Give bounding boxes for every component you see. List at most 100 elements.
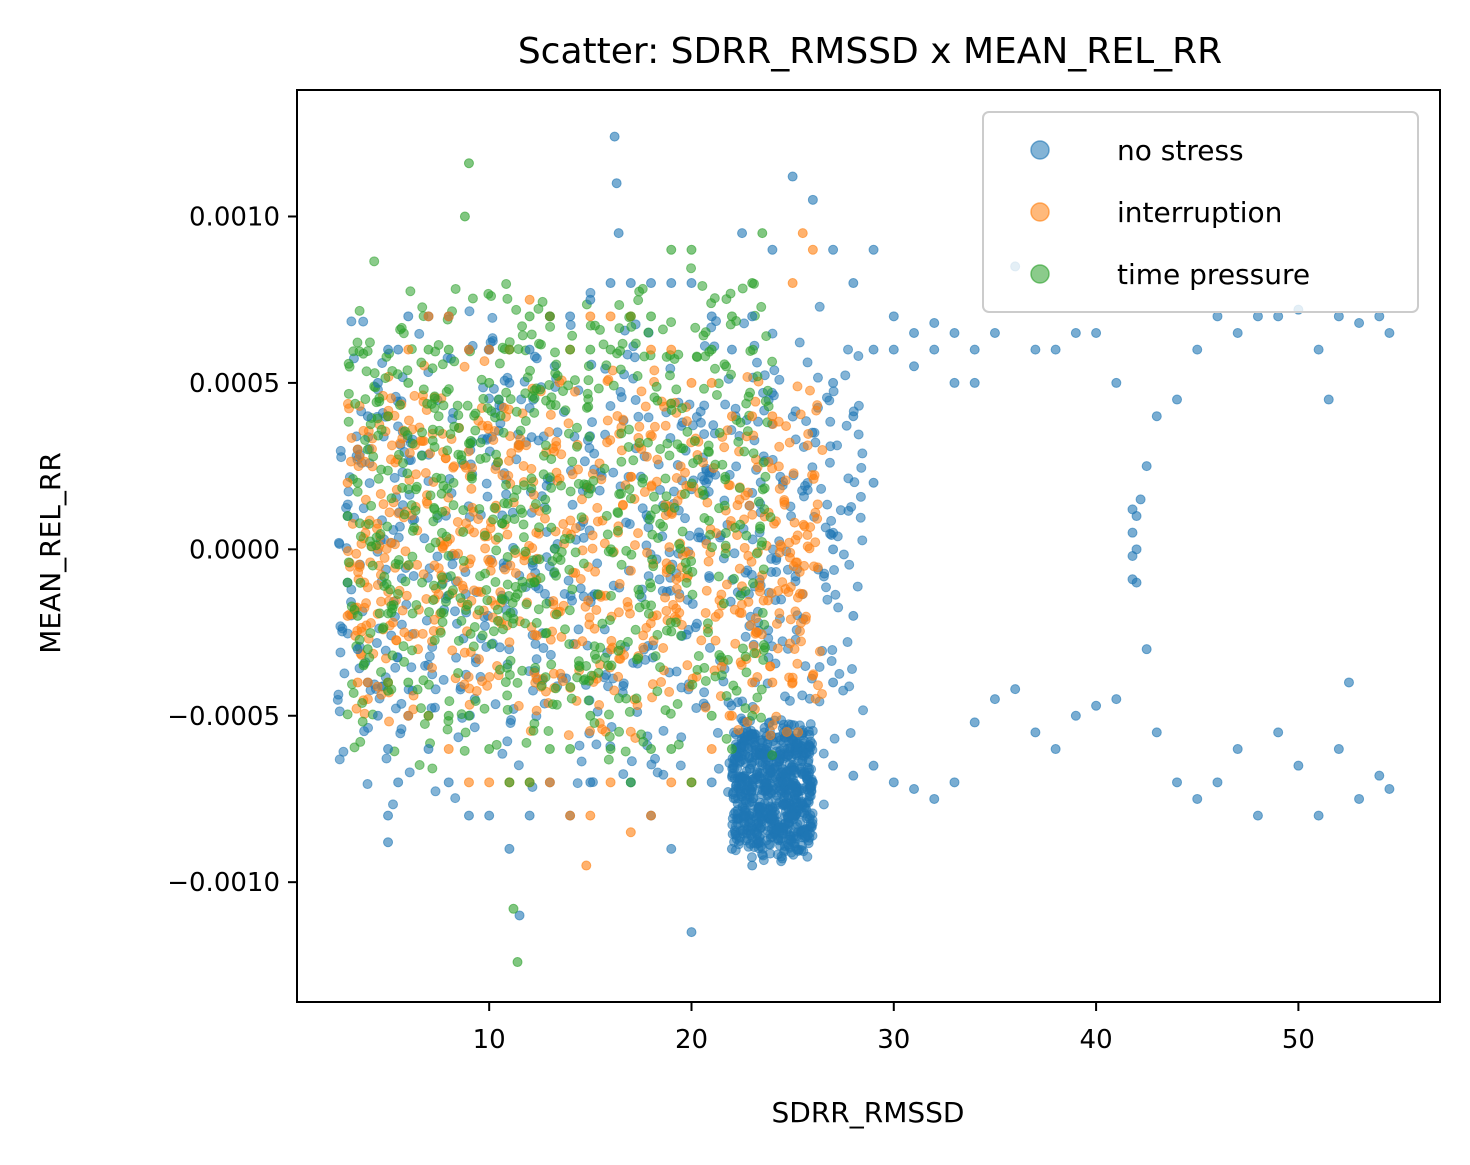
dense-point bbox=[623, 601, 634, 612]
dense-point bbox=[758, 855, 769, 866]
dense-point bbox=[646, 759, 657, 770]
dense-point bbox=[705, 529, 716, 540]
dense-point bbox=[758, 654, 769, 665]
data-point bbox=[1091, 327, 1102, 338]
data-point bbox=[423, 744, 434, 755]
dense-point bbox=[391, 635, 402, 646]
dense-point bbox=[416, 703, 427, 714]
dense-point bbox=[618, 414, 629, 425]
data-point bbox=[929, 317, 940, 328]
dense-point bbox=[576, 756, 587, 767]
dense-point bbox=[575, 574, 586, 585]
dense-point bbox=[571, 441, 582, 452]
data-point bbox=[807, 670, 818, 681]
dense-point bbox=[384, 716, 395, 727]
data-point bbox=[666, 344, 677, 355]
dense-point bbox=[481, 478, 492, 489]
dense-point bbox=[608, 467, 619, 478]
dense-point bbox=[449, 356, 460, 367]
dense-point bbox=[583, 695, 594, 706]
data-point bbox=[524, 294, 535, 305]
dense-point bbox=[853, 351, 864, 362]
dense-point bbox=[826, 515, 837, 526]
dense-point bbox=[353, 461, 364, 472]
dense-point bbox=[534, 522, 545, 533]
data-point bbox=[403, 311, 414, 322]
dense-point bbox=[816, 483, 827, 494]
dense-point bbox=[519, 480, 530, 491]
dense-point bbox=[594, 699, 605, 710]
dense-point bbox=[373, 473, 384, 484]
dense-point bbox=[641, 451, 652, 462]
dense-point bbox=[539, 588, 550, 599]
dense-point bbox=[665, 564, 676, 575]
dense-point bbox=[429, 502, 440, 513]
data-point bbox=[372, 377, 383, 388]
data-point bbox=[787, 677, 798, 688]
dense-point bbox=[786, 780, 797, 791]
dense-point bbox=[788, 468, 799, 479]
dense-point bbox=[540, 672, 551, 683]
data-point bbox=[605, 311, 616, 322]
dense-point bbox=[658, 642, 669, 653]
dense-point bbox=[749, 648, 760, 659]
dense-point bbox=[491, 739, 502, 750]
dense-point bbox=[734, 563, 745, 574]
dense-point bbox=[603, 709, 614, 720]
dense-point bbox=[593, 383, 604, 394]
dense-point bbox=[796, 844, 807, 855]
dense-point bbox=[758, 640, 769, 651]
dense-point bbox=[733, 436, 744, 447]
dense-point bbox=[471, 686, 482, 697]
dense-point bbox=[570, 523, 581, 534]
dense-point bbox=[585, 726, 596, 737]
dense-point bbox=[591, 739, 602, 750]
dense-point bbox=[551, 359, 562, 370]
dense-point bbox=[354, 305, 365, 316]
dense-point bbox=[360, 435, 371, 446]
dense-point bbox=[602, 415, 613, 426]
dense-point bbox=[649, 392, 660, 403]
dense-point bbox=[801, 416, 812, 427]
dense-point bbox=[589, 448, 600, 459]
data-point bbox=[726, 411, 737, 422]
dense-point bbox=[343, 388, 354, 399]
dense-point bbox=[343, 416, 354, 427]
dense-point bbox=[417, 302, 428, 313]
dense-point bbox=[736, 599, 747, 610]
dense-point bbox=[847, 664, 858, 675]
dense-point bbox=[453, 410, 464, 421]
dense-point bbox=[501, 278, 512, 289]
dense-point bbox=[436, 488, 447, 499]
dense-point bbox=[466, 471, 477, 482]
dense-point bbox=[609, 685, 620, 696]
dense-point bbox=[721, 733, 732, 744]
dense-point bbox=[490, 577, 501, 588]
data-point bbox=[581, 860, 592, 871]
dense-point bbox=[623, 424, 634, 435]
dense-point bbox=[677, 526, 688, 537]
dense-point bbox=[595, 642, 606, 653]
dense-point bbox=[777, 853, 788, 864]
dense-point bbox=[856, 462, 867, 473]
dense-point bbox=[601, 510, 612, 521]
data-point bbox=[524, 344, 535, 355]
data-point bbox=[706, 777, 717, 788]
dense-point bbox=[398, 328, 409, 339]
dense-point bbox=[712, 727, 723, 738]
dense-point bbox=[385, 584, 396, 595]
data-point bbox=[1172, 777, 1183, 788]
dense-point bbox=[613, 645, 624, 656]
dense-point bbox=[443, 384, 454, 395]
dense-point bbox=[826, 656, 837, 667]
dense-point bbox=[756, 750, 767, 761]
data-point bbox=[1313, 344, 1324, 355]
dense-point bbox=[578, 532, 589, 543]
dense-point bbox=[339, 668, 350, 679]
dense-point bbox=[387, 650, 398, 661]
dense-point bbox=[807, 725, 818, 736]
dense-point bbox=[369, 256, 380, 267]
dense-point bbox=[602, 437, 613, 448]
legend-label-interruption: interruption bbox=[1117, 196, 1282, 229]
data-point bbox=[1050, 744, 1061, 755]
